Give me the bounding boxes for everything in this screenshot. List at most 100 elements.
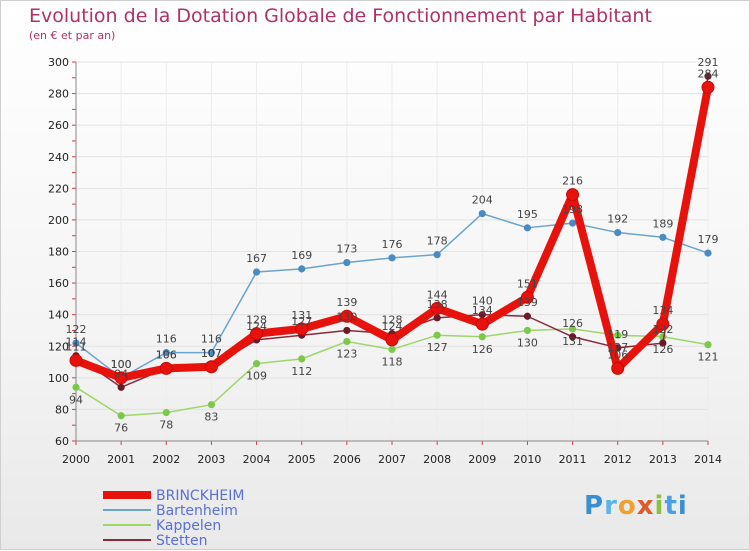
legend-label-bartenheim: Bartenheim — [156, 503, 238, 519]
x-tick-label: 2004 — [243, 453, 271, 466]
data-label-brinckheim: 216 — [562, 175, 583, 188]
data-point-bartenheim — [704, 249, 712, 257]
x-tick-label: 2008 — [423, 453, 451, 466]
data-point-bartenheim — [162, 348, 170, 357]
data-point-stetten — [343, 326, 351, 335]
data-label-kappelen: 123 — [336, 348, 357, 361]
data-label-stetten: 106 — [156, 348, 177, 361]
data-label-bartenheim: 122 — [66, 323, 87, 336]
data-label-kappelen: 130 — [517, 336, 538, 349]
y-tick-label: 200 — [48, 214, 69, 227]
data-label-stetten: 291 — [698, 56, 719, 69]
data-label-brinckheim: 131 — [291, 309, 312, 322]
data-point-bartenheim — [523, 224, 532, 232]
data-label-bartenheim: 198 — [562, 203, 583, 216]
data-label-kappelen: 127 — [427, 341, 448, 354]
data-point-kappelen — [117, 412, 125, 420]
data-label-kappelen: 118 — [382, 355, 403, 368]
data-label-bartenheim: 178 — [427, 235, 448, 248]
data-point-stetten — [117, 383, 125, 391]
chart-title: Evolution de la Dotation Globale de Fonc… — [29, 5, 652, 27]
data-label-bartenheim: 204 — [472, 194, 493, 207]
data-point-brinckheim — [611, 361, 625, 375]
data-label-stetten: 139 — [517, 296, 538, 309]
data-point-stetten — [659, 339, 667, 347]
data-label-stetten: 94 — [114, 367, 128, 380]
data-point-stetten — [704, 72, 712, 80]
x-tick-label: 2000 — [62, 453, 90, 466]
data-point-kappelen — [207, 401, 216, 409]
y-tick-label: 300 — [48, 56, 69, 69]
data-point-brinckheim — [385, 333, 399, 347]
data-label-brinckheim: 111 — [66, 340, 87, 353]
data-label-brinckheim: 139 — [336, 296, 357, 309]
data-label-brinckheim: 144 — [427, 288, 448, 301]
data-label-brinckheim: 106 — [156, 348, 177, 361]
data-label-bartenheim: 169 — [291, 249, 312, 262]
data-point-brinckheim — [430, 301, 444, 315]
data-label-kappelen: 127 — [607, 341, 628, 354]
data-point-brinckheim — [159, 361, 173, 375]
legend-label-brinckheim: BRINCKHEIM — [156, 488, 244, 504]
data-label-stetten: 107 — [201, 347, 222, 360]
x-tick-label: 2007 — [378, 453, 406, 466]
proxiti-logo: Proxiti — [584, 491, 688, 521]
y-tick-label: 120 — [48, 340, 69, 353]
data-point-bartenheim — [298, 265, 306, 273]
y-tick-label: 240 — [48, 151, 69, 164]
data-point-kappelen — [704, 341, 712, 349]
x-tick-label: 2001 — [107, 453, 135, 466]
data-label-kappelen: 126 — [472, 343, 493, 356]
data-point-bartenheim — [207, 348, 216, 357]
data-point-bartenheim — [614, 228, 622, 237]
x-tick-label: 2005 — [288, 453, 316, 466]
data-label-bartenheim: 116 — [156, 333, 177, 346]
data-point-kappelen — [433, 331, 441, 339]
x-tick-label: 2002 — [152, 453, 180, 466]
data-point-kappelen — [478, 333, 486, 341]
data-label-bartenheim: 189 — [652, 217, 673, 230]
data-point-bartenheim — [478, 210, 486, 218]
data-point-kappelen — [388, 345, 396, 354]
data-label-brinckheim: 284 — [698, 67, 719, 80]
data-point-brinckheim — [114, 371, 128, 385]
data-label-stetten: 119 — [607, 328, 628, 341]
data-point-brinckheim — [520, 290, 534, 304]
x-tick-label: 2013 — [649, 453, 677, 466]
data-label-kappelen: 109 — [246, 370, 267, 383]
data-point-brinckheim — [701, 80, 715, 94]
data-point-stetten — [433, 314, 441, 322]
data-point-kappelen — [614, 331, 622, 339]
data-point-brinckheim — [340, 309, 354, 323]
data-label-kappelen: 94 — [69, 393, 83, 406]
x-tick-label: 2011 — [559, 453, 587, 466]
data-label-stetten: 138 — [427, 298, 448, 311]
data-point-stetten — [523, 312, 532, 320]
data-label-bartenheim: 167 — [246, 252, 267, 265]
data-point-bartenheim — [252, 268, 261, 276]
chart-subtitle: (en € et par an) — [29, 29, 116, 42]
data-label-stetten: 126 — [562, 317, 583, 330]
data-point-kappelen — [162, 408, 170, 417]
data-point-brinckheim — [566, 188, 580, 202]
data-point-kappelen — [252, 360, 261, 368]
data-point-brinckheim — [250, 327, 264, 341]
data-label-bartenheim: 173 — [336, 243, 357, 256]
data-point-kappelen — [523, 326, 532, 335]
y-tick-label: 100 — [48, 372, 69, 385]
data-point-kappelen — [72, 383, 80, 391]
data-point-bartenheim — [568, 219, 577, 227]
data-label-brinckheim: 107 — [201, 347, 222, 360]
y-tick-label: 180 — [48, 246, 69, 259]
y-tick-label: 60 — [55, 435, 69, 448]
data-label-bartenheim: 116 — [201, 333, 222, 346]
y-tick-label: 160 — [48, 277, 69, 290]
data-label-brinckheim: 151 — [517, 277, 538, 290]
data-point-bartenheim — [659, 233, 667, 241]
data-label-kappelen: 121 — [698, 351, 719, 364]
y-tick-label: 220 — [48, 182, 69, 195]
data-label-stetten: 124 — [246, 320, 267, 333]
data-label-bartenheim: 179 — [698, 233, 719, 246]
